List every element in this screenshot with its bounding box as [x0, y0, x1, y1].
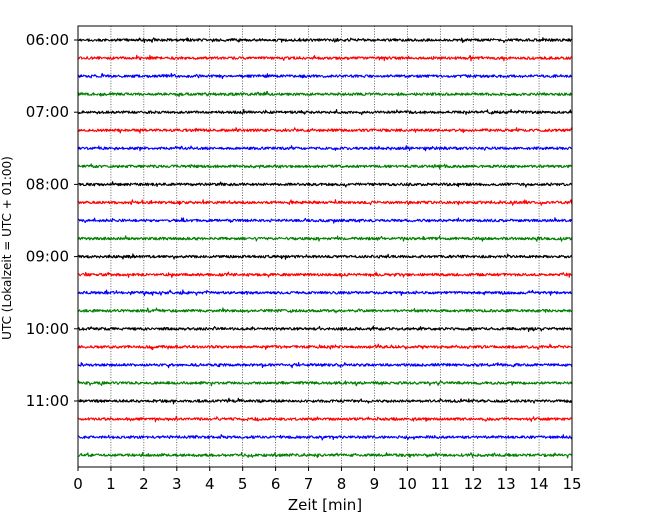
- trace-0815: [77, 199, 573, 206]
- trace-0615: [77, 54, 573, 62]
- y-tick-label: 10:00: [26, 320, 69, 338]
- x-tick-label: 10: [398, 475, 417, 493]
- x-tick-label: 8: [337, 475, 347, 493]
- trace-0730: [77, 145, 573, 152]
- x-tick-label: 6: [271, 475, 281, 493]
- trace-1100: [77, 397, 573, 405]
- trace-0830: [77, 217, 573, 224]
- x-tick-label: 14: [530, 475, 549, 493]
- x-tick-label: 3: [172, 475, 182, 493]
- grid-layer: [110, 26, 540, 467]
- x-tick-label: 1: [106, 475, 116, 493]
- trace-0945: [77, 307, 573, 314]
- x-tick-label: 12: [464, 475, 483, 493]
- trace-0715: [77, 127, 573, 134]
- y-axis: 06:00 07:00 08:00 09:00 10:00 11:00: [26, 31, 78, 410]
- plot-frame: [77, 25, 573, 468]
- x-tick-label: 2: [139, 475, 149, 493]
- trace-1000: [77, 325, 573, 333]
- x-tick-label: 9: [370, 475, 380, 493]
- y-tick-label: 06:00: [26, 31, 69, 49]
- y-tick-label: 11:00: [26, 392, 69, 410]
- trace-0900: [77, 253, 573, 260]
- trace-0915: [77, 271, 573, 278]
- trace-1115: [77, 415, 573, 423]
- trace-layer: [77, 37, 573, 459]
- y-tick-label: 07:00: [26, 103, 69, 121]
- x-tick-label: 13: [497, 475, 516, 493]
- trace-1130: [77, 434, 573, 441]
- trace-0645: [77, 90, 573, 98]
- x-axis-label: Zeit [min]: [288, 496, 362, 514]
- y-tick-label: 08:00: [26, 175, 69, 193]
- trace-0700: [77, 108, 573, 116]
- x-tick-label: 11: [431, 475, 450, 493]
- trace-0745: [77, 163, 573, 170]
- x-tick-label: 0: [73, 475, 83, 493]
- trace-0630: [77, 72, 573, 80]
- trace-0845: [77, 235, 573, 242]
- x-tick-label: 7: [304, 475, 314, 493]
- trace-1030: [77, 361, 573, 369]
- trace-1145: [77, 451, 573, 459]
- x-tick-label: 15: [562, 475, 581, 493]
- trace-0600: [77, 37, 573, 44]
- y-tick-label: 09:00: [26, 248, 69, 266]
- trace-0800: [77, 181, 573, 188]
- trace-0930: [77, 289, 573, 297]
- trace-1045: [77, 380, 573, 387]
- x-tick-label: 4: [205, 475, 215, 493]
- trace-1015: [77, 343, 573, 351]
- x-axis: 0 1 2 3 4 5 6 7 8 9 10 11 12 13 14 15: [73, 467, 582, 493]
- y-axis-label: UTC (Lokalzeit = UTC + 01:00): [0, 156, 14, 340]
- x-tick-label: 5: [238, 475, 248, 493]
